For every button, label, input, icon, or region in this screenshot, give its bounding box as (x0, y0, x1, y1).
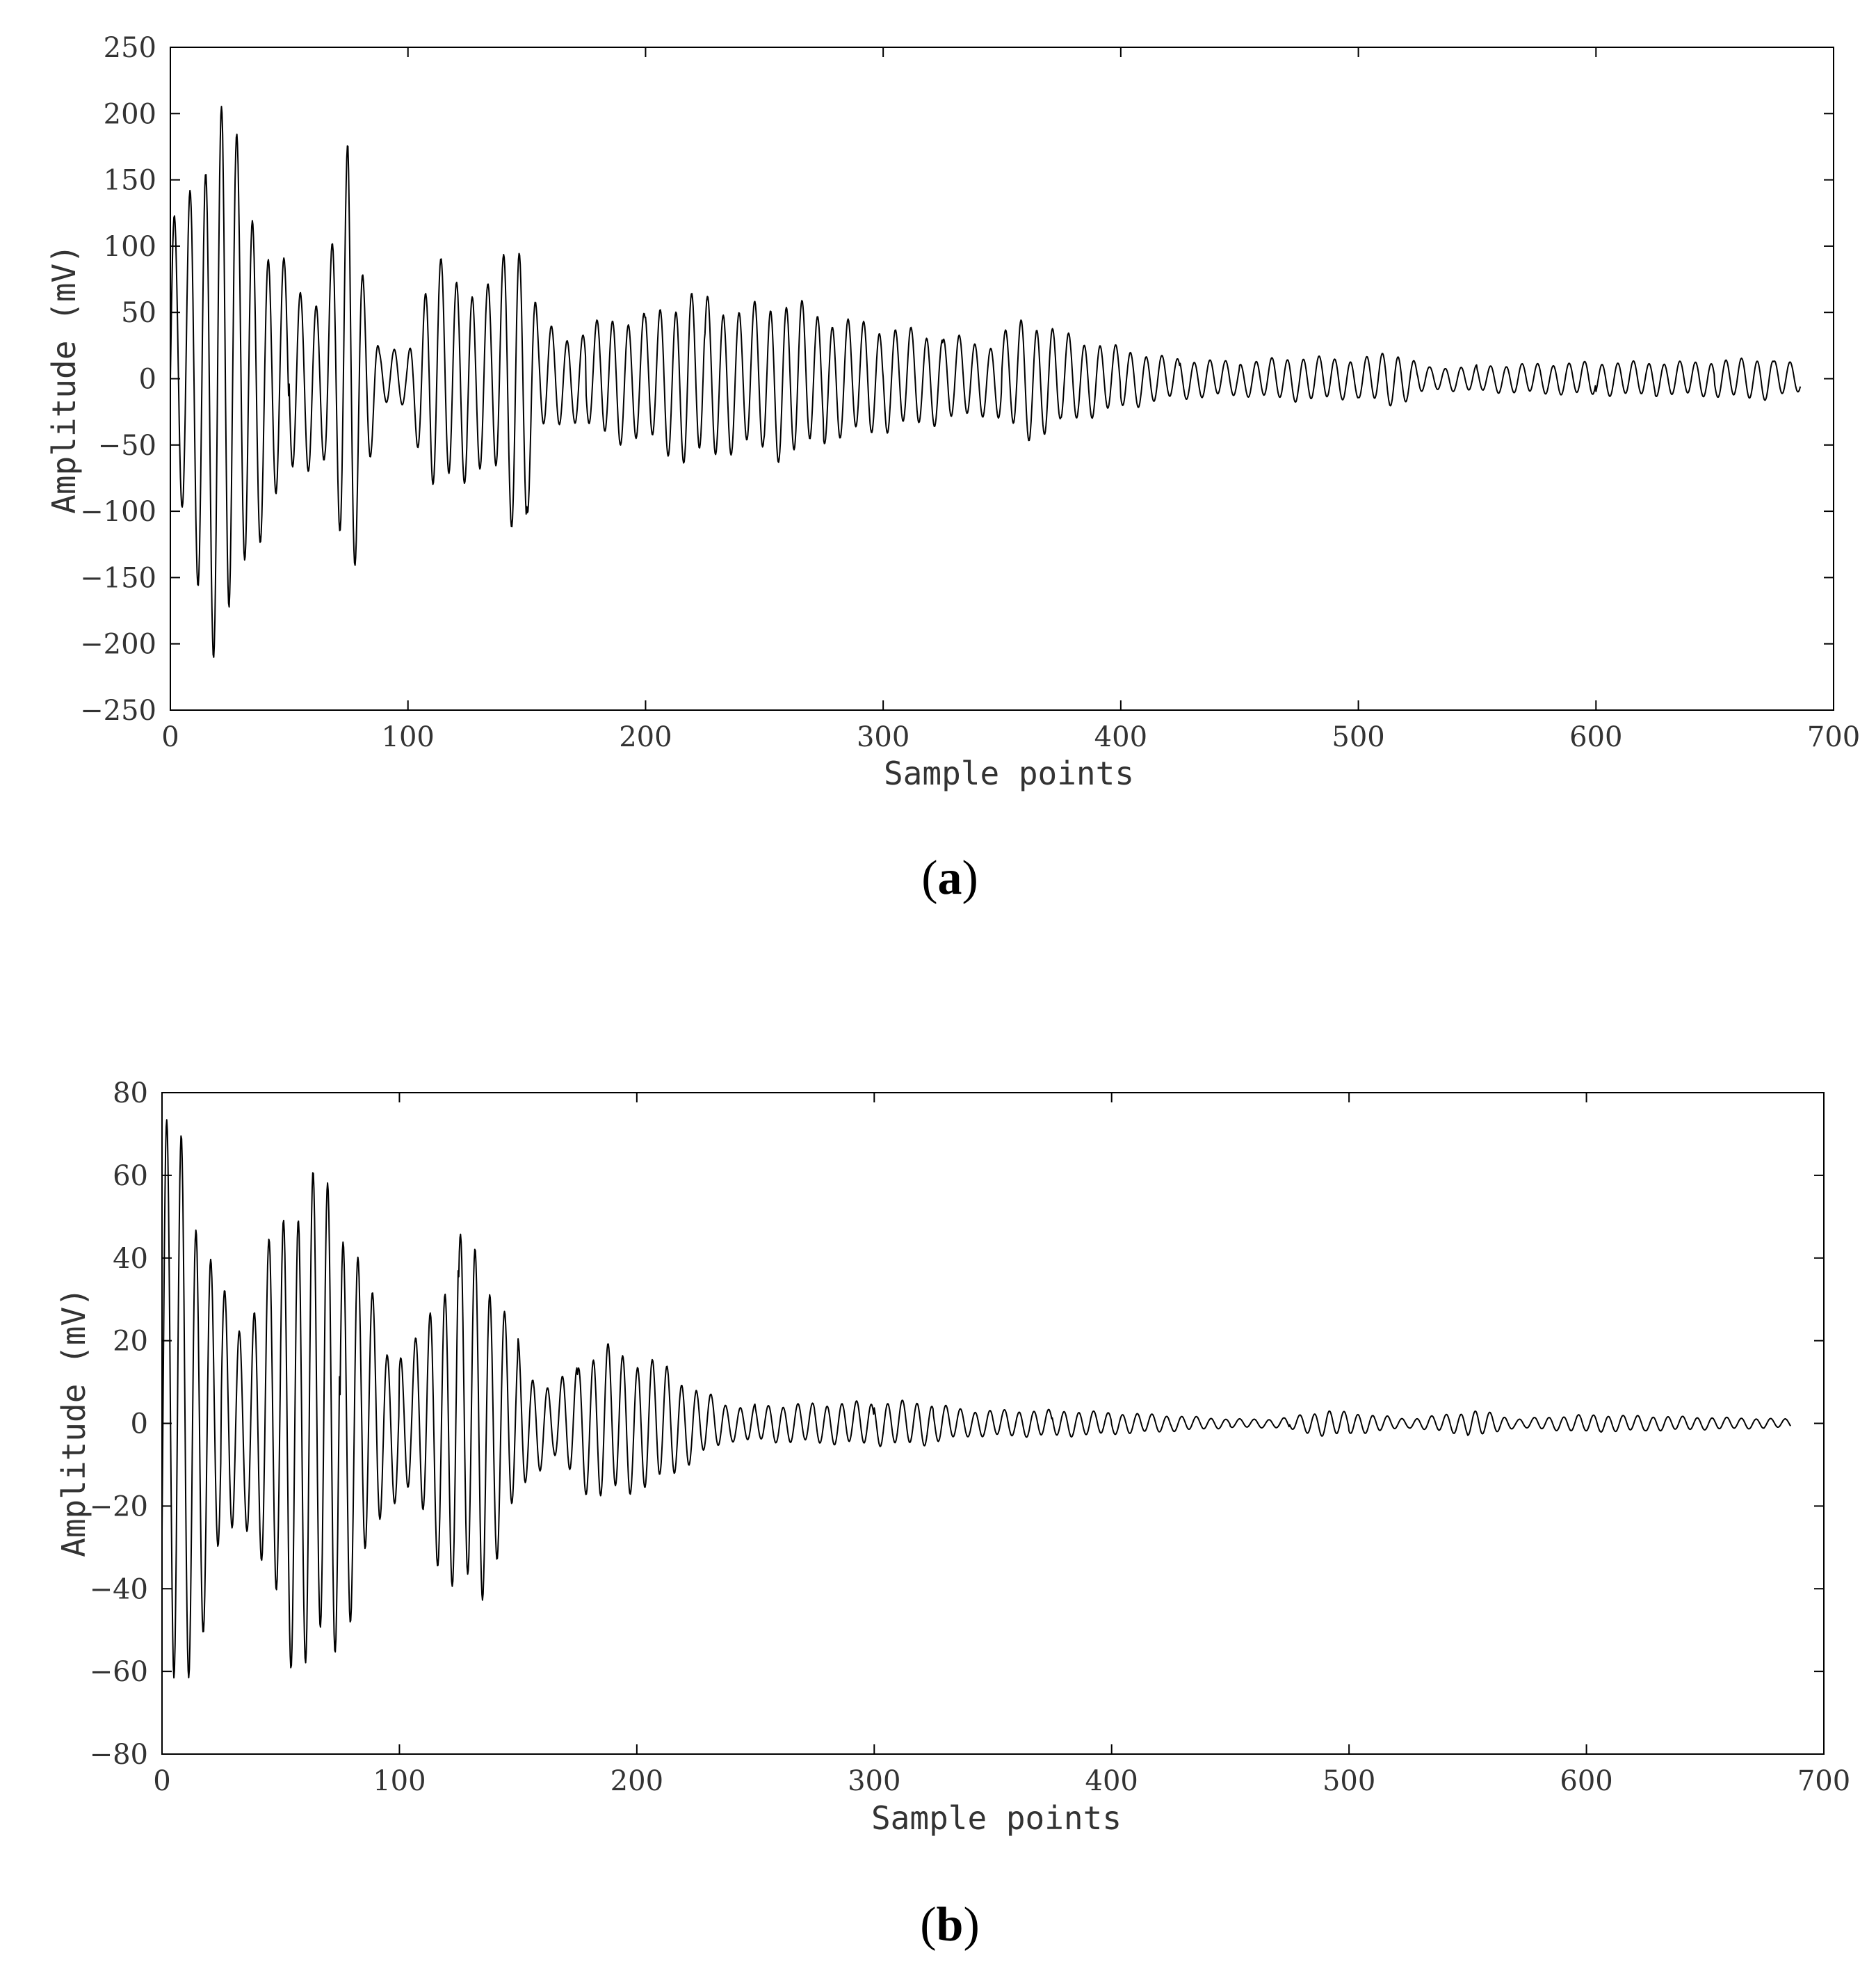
x-tick-label: 400 (1085, 1765, 1138, 1797)
x-tick-label: 700 (1797, 1765, 1850, 1797)
x-tick-labels: 0 100 200 300 400 500 600 700 (161, 721, 1860, 753)
tick-marks (161, 1092, 1825, 1755)
x-tick-label: 300 (848, 1765, 900, 1797)
y-tick-label: −250 (80, 695, 156, 727)
y-tick-label: −200 (80, 629, 156, 661)
x-tick-label: 500 (1332, 721, 1384, 753)
panel-letter-a: a (938, 851, 962, 905)
x-tick-label: 200 (619, 721, 672, 753)
x-tick-label: 600 (1560, 1765, 1612, 1797)
y-tick-label: 20 (113, 1326, 148, 1358)
tick-marks (170, 47, 1834, 711)
panel-caption-b: (b) (920, 1898, 980, 1952)
x-axis-title: Sample points (884, 755, 1134, 792)
chart-panel-b: 0 100 200 300 400 500 600 700 −80 −60 −40 −20 0 20 40… (55, 1077, 1850, 1952)
x-tick-label: 0 (161, 721, 179, 753)
x-tick-label: 200 (610, 1765, 663, 1797)
y-tick-label: 150 (104, 165, 156, 197)
y-axis-title: Amplitude (mV) (45, 244, 83, 514)
y-tick-label: −20 (90, 1490, 148, 1522)
x-tick-label: 0 (153, 1765, 170, 1797)
x-tick-label: 100 (382, 721, 435, 753)
y-tick-label: −40 (90, 1573, 148, 1605)
x-tick-label: 500 (1323, 1765, 1375, 1797)
y-tick-labels: −80 −60 −40 −20 0 20 40 60 80 (90, 1077, 148, 1771)
y-tick-label: −80 (90, 1739, 148, 1771)
y-tick-labels: −250 −200 −150 −100 −50 0 50 100 150 200 250 (80, 32, 156, 727)
y-tick-label: 250 (104, 32, 156, 64)
y-tick-label: 200 (104, 98, 156, 130)
x-tick-label: 600 (1569, 721, 1622, 753)
chart-panel-a: 0 100 200 300 400 500 600 700 −250−200−150−100−… (45, 32, 1860, 905)
y-tick-label: −60 (90, 1656, 148, 1688)
y-tick-label: 80 (113, 1077, 148, 1109)
x-tick-label: 400 (1094, 721, 1147, 753)
panel-letter-b: b (937, 1898, 964, 1952)
signal-line (161, 1119, 1792, 1679)
x-tick-labels: 0 100 200 300 400 500 600 700 (153, 1765, 1850, 1797)
x-tick-label: 700 (1807, 721, 1860, 753)
signal-line (170, 106, 1802, 658)
y-tick-label: 40 (113, 1243, 148, 1275)
y-axis-title: Amplitude (mV) (55, 1287, 92, 1557)
y-tick-label: 50 (121, 297, 156, 329)
y-tick-label: 60 (113, 1160, 148, 1192)
y-tick-label: −150 (80, 562, 156, 594)
y-tick-label: −50 (98, 430, 156, 462)
panel-caption-a: (a) (921, 851, 978, 905)
y-tick-label: 100 (104, 231, 156, 263)
y-tick-label: 0 (131, 1408, 148, 1440)
x-tick-label: 100 (373, 1765, 426, 1797)
x-tick-label: 300 (857, 721, 909, 753)
x-axis-title: Sample points (871, 1799, 1122, 1837)
y-tick-label: 0 (139, 364, 156, 396)
y-tick-label: −100 (80, 496, 156, 528)
